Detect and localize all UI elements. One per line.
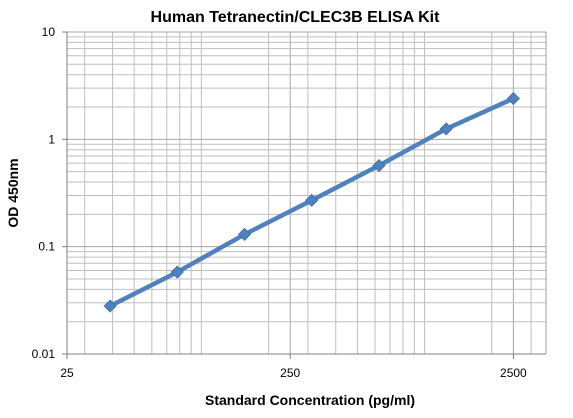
chart-title: Human Tetranectin/CLEC3B ELISA Kit [151, 9, 441, 26]
y-axis-title: OD 450nm [5, 158, 21, 227]
data-point-marker [372, 158, 386, 173]
data-point-marker [506, 91, 520, 106]
data-point-marker [237, 227, 252, 242]
y-tick-labels: 0.01 0.1 1 10 [32, 25, 56, 361]
data-point-marker [439, 122, 453, 136]
x-tick-label: 25 [60, 366, 74, 380]
y-tick-label: 0.1 [38, 240, 55, 254]
x-tick-label: 250 [280, 366, 300, 380]
y-tick-label: 10 [42, 25, 56, 39]
data-point-marker [103, 299, 117, 313]
y-tick-label: 0.01 [32, 347, 56, 361]
x-axis-title: Standard Concentration (pg/ml) [205, 392, 415, 408]
series [103, 91, 520, 313]
grid [66, 31, 546, 355]
x-tick-label: 2500 [500, 366, 527, 380]
x-tick-labels: 25 250 2500 [60, 366, 527, 380]
data-point-marker [305, 193, 319, 207]
y-tick-label: 1 [48, 132, 55, 146]
data-point-marker [170, 265, 184, 279]
axes [62, 31, 547, 359]
